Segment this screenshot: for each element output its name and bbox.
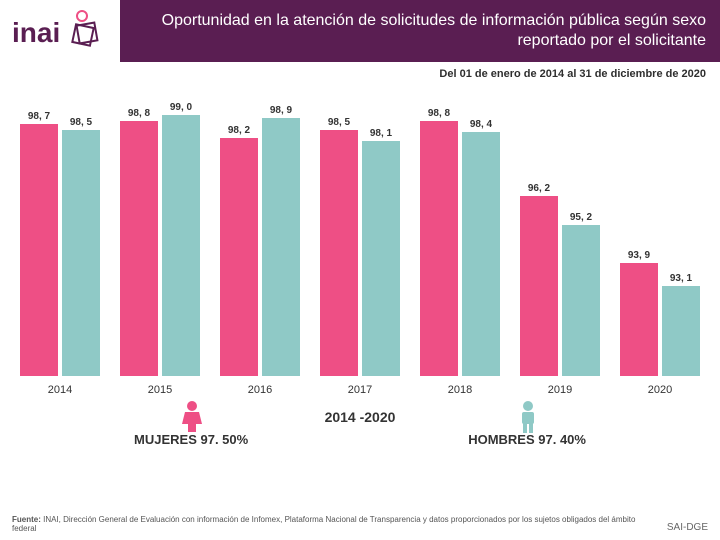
footer-text: INAI, Dirección General de Evaluación co… xyxy=(12,515,635,534)
bar-hombres: 98, 1 xyxy=(362,128,400,376)
female-icon xyxy=(179,400,205,434)
bar-rect xyxy=(220,138,258,376)
bar-value-label: 98, 8 xyxy=(128,108,150,119)
bar-hombres: 95, 2 xyxy=(562,212,600,376)
bar-group: 98, 2 98, 9 xyxy=(220,105,300,376)
bar-group: 98, 8 99, 0 xyxy=(120,102,200,376)
bar-value-label: 93, 1 xyxy=(670,273,692,284)
svg-text:inai: inai xyxy=(12,17,60,48)
bar-group: 98, 5 98, 1 xyxy=(320,117,400,377)
bar-value-label: 98, 1 xyxy=(370,128,392,139)
bar-value-label: 98, 4 xyxy=(470,119,492,130)
bar-value-label: 93, 9 xyxy=(628,250,650,261)
bar-rect xyxy=(262,118,300,376)
summary-period: 2014 -2020 xyxy=(325,409,396,425)
bar-hombres: 99, 0 xyxy=(162,102,200,376)
date-range: Del 01 de enero de 2014 al 31 de diciemb… xyxy=(0,62,720,82)
bar-value-label: 96, 2 xyxy=(528,183,550,194)
footer: Fuente: INAI, Dirección General de Evalu… xyxy=(12,515,708,534)
male-icon xyxy=(515,400,541,434)
bar-hombres: 98, 5 xyxy=(62,117,100,377)
x-axis-label: 2020 xyxy=(648,384,672,396)
bar-value-label: 98, 7 xyxy=(28,111,50,122)
summary-hombres xyxy=(515,400,541,434)
x-axis-label: 2016 xyxy=(248,384,272,396)
bar-rect xyxy=(620,263,658,376)
bar-rect xyxy=(362,141,400,376)
bar-rect xyxy=(562,225,600,376)
bar-value-label: 98, 2 xyxy=(228,125,250,136)
x-axis-label: 2015 xyxy=(148,384,172,396)
bar-hombres: 98, 4 xyxy=(462,119,500,376)
bar-value-label: 99, 0 xyxy=(170,102,192,113)
summary-mujeres xyxy=(179,400,205,434)
bar-value-label: 98, 8 xyxy=(428,108,450,119)
x-axis-label: 2018 xyxy=(448,384,472,396)
summary-hombres-text: HOMBRES 97. 40% xyxy=(468,432,586,447)
bar-chart: 98, 7 98, 5 2014 98, 8 99, 0 2015 98, 2 98, 9 20… xyxy=(10,86,710,396)
bar-rect xyxy=(162,115,200,376)
bar-hombres: 98, 9 xyxy=(262,105,300,376)
bar-mujeres: 98, 5 xyxy=(320,117,358,377)
bar-rect xyxy=(20,124,58,376)
footer-right: SAI-DGE xyxy=(667,522,708,534)
bar-mujeres: 93, 9 xyxy=(620,250,658,376)
page-title: Oportunidad en la atención de solicitude… xyxy=(120,0,720,62)
bar-group: 98, 8 98, 4 xyxy=(420,108,500,376)
bar-group: 96, 2 95, 2 xyxy=(520,183,600,376)
bar-rect xyxy=(320,130,358,377)
bar-rect xyxy=(62,130,100,377)
x-axis-label: 2014 xyxy=(48,384,72,396)
summary-block: 2014 -2020 MUJERES 97. 50% HOMBRES 97. 4… xyxy=(0,400,720,447)
bar-value-label: 95, 2 xyxy=(570,212,592,223)
bar-rect xyxy=(120,121,158,376)
bar-group: 93, 9 93, 1 xyxy=(620,250,700,376)
bar-value-label: 98, 5 xyxy=(328,117,350,128)
x-axis-label: 2019 xyxy=(548,384,572,396)
bar-rect xyxy=(662,286,700,376)
summary-mujeres-text: MUJERES 97. 50% xyxy=(134,432,248,447)
bar-mujeres: 98, 7 xyxy=(20,111,58,376)
inai-logo: inai xyxy=(0,0,120,62)
footer-label: Fuente: xyxy=(12,515,41,524)
bar-mujeres: 98, 8 xyxy=(420,108,458,376)
x-axis-label: 2017 xyxy=(348,384,372,396)
bar-rect xyxy=(520,196,558,376)
bar-value-label: 98, 5 xyxy=(70,117,92,128)
bar-group: 98, 7 98, 5 xyxy=(20,111,100,376)
bar-hombres: 93, 1 xyxy=(662,273,700,376)
header: inai Oportunidad en la atención de solic… xyxy=(0,0,720,62)
bar-mujeres: 96, 2 xyxy=(520,183,558,376)
bar-mujeres: 98, 2 xyxy=(220,125,258,376)
bar-value-label: 98, 9 xyxy=(270,105,292,116)
bar-rect xyxy=(420,121,458,376)
bar-rect xyxy=(462,132,500,376)
bar-mujeres: 98, 8 xyxy=(120,108,158,376)
